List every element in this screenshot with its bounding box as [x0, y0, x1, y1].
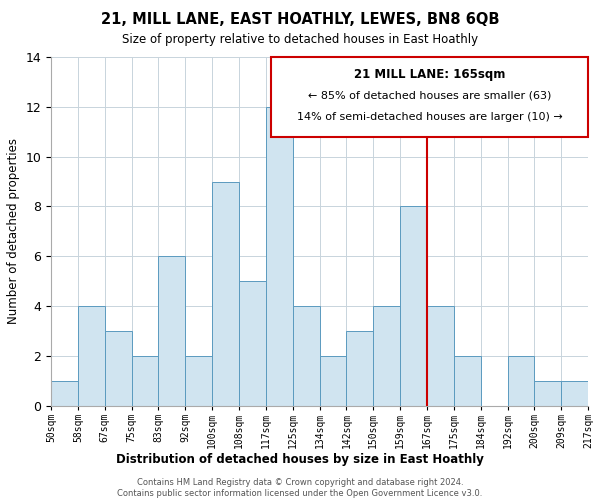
Text: Contains HM Land Registry data © Crown copyright and database right 2024.
Contai: Contains HM Land Registry data © Crown c… [118, 478, 482, 498]
Text: Distribution of detached houses by size in East Hoathly: Distribution of detached houses by size … [116, 452, 484, 466]
Bar [427, 306, 454, 406]
Text: ← 85% of detached houses are smaller (63): ← 85% of detached houses are smaller (63… [308, 90, 551, 101]
Bar [373, 306, 400, 406]
Text: 14% of semi-detached houses are larger (10) →: 14% of semi-detached houses are larger (… [297, 112, 563, 122]
Bar [400, 206, 427, 406]
Bar [266, 107, 293, 406]
Bar [508, 356, 535, 406]
Text: 21 MILL LANE: 165sqm: 21 MILL LANE: 165sqm [354, 68, 505, 81]
Y-axis label: Number of detached properties: Number of detached properties [7, 138, 20, 324]
Bar [212, 182, 239, 406]
Bar [320, 356, 346, 406]
Text: Size of property relative to detached houses in East Hoathly: Size of property relative to detached ho… [122, 32, 478, 46]
Bar [346, 331, 373, 406]
Bar [51, 381, 78, 406]
Bar [131, 356, 158, 406]
Bar [158, 256, 185, 406]
Bar [454, 356, 481, 406]
Bar [271, 57, 588, 136]
Bar [561, 381, 588, 406]
Text: 21, MILL LANE, EAST HOATHLY, LEWES, BN8 6QB: 21, MILL LANE, EAST HOATHLY, LEWES, BN8 … [101, 12, 499, 28]
Bar [293, 306, 320, 406]
Bar [78, 306, 105, 406]
Bar [535, 381, 561, 406]
Bar [239, 281, 266, 406]
Bar [185, 356, 212, 406]
Bar [105, 331, 131, 406]
